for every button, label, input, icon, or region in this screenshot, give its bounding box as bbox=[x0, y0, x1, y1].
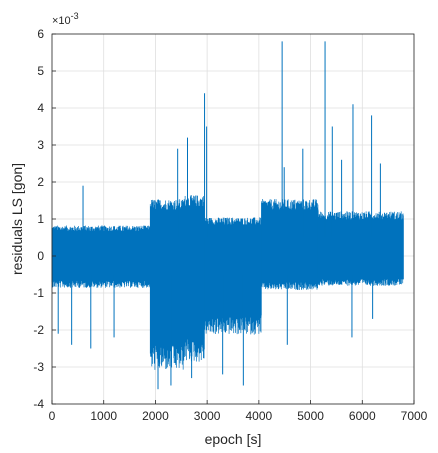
y-axis-label: residuals LS [gon] bbox=[9, 163, 25, 275]
y-tick-label: 1 bbox=[37, 212, 44, 226]
y-tick-label: 2 bbox=[37, 175, 44, 189]
y-tick-label: -2 bbox=[33, 323, 44, 337]
y-tick-label: -4 bbox=[33, 397, 44, 411]
x-axis-label: epoch [s] bbox=[205, 431, 262, 447]
noise-trace bbox=[317, 211, 404, 286]
y-tick-label: 5 bbox=[37, 64, 44, 78]
noise-trace bbox=[204, 217, 262, 335]
y-axis-ticks: -4 -3 -2 -1 0 1 2 3 4 5 6 bbox=[33, 27, 56, 411]
x-tick-label: 4000 bbox=[246, 409, 273, 423]
x-tick-label: 0 bbox=[49, 409, 56, 423]
x-axis-ticks: 0 1000 2000 3000 4000 5000 6000 7000 bbox=[49, 400, 428, 423]
x-tick-label: 5000 bbox=[297, 409, 324, 423]
x-tick-label: 1000 bbox=[90, 409, 117, 423]
noise-trace bbox=[183, 195, 205, 362]
noise-segment bbox=[261, 199, 319, 290]
x-tick-label: 6000 bbox=[349, 409, 376, 423]
noise-trace bbox=[261, 199, 319, 290]
y-axis-multiplier: ×10-3 bbox=[52, 11, 79, 27]
y-tick-label: 4 bbox=[37, 101, 44, 115]
noise-trace bbox=[149, 199, 185, 370]
noise-segment bbox=[204, 217, 262, 335]
y-tick-label: -1 bbox=[33, 286, 44, 300]
noise-segment bbox=[183, 195, 205, 362]
x-tick-label: 3000 bbox=[194, 409, 221, 423]
noise-trace bbox=[51, 225, 151, 288]
series-residuals bbox=[51, 41, 404, 390]
x-tick-label: 7000 bbox=[401, 409, 428, 423]
y-tick-label: -3 bbox=[33, 360, 44, 374]
noise-segment bbox=[51, 225, 151, 288]
y-tick-label: 3 bbox=[37, 138, 44, 152]
y-tick-label: 0 bbox=[37, 249, 44, 263]
x-tick-label: 2000 bbox=[142, 409, 169, 423]
noise-segment bbox=[149, 199, 185, 370]
y-tick-label: 6 bbox=[37, 27, 44, 41]
noise-segment bbox=[317, 211, 404, 286]
